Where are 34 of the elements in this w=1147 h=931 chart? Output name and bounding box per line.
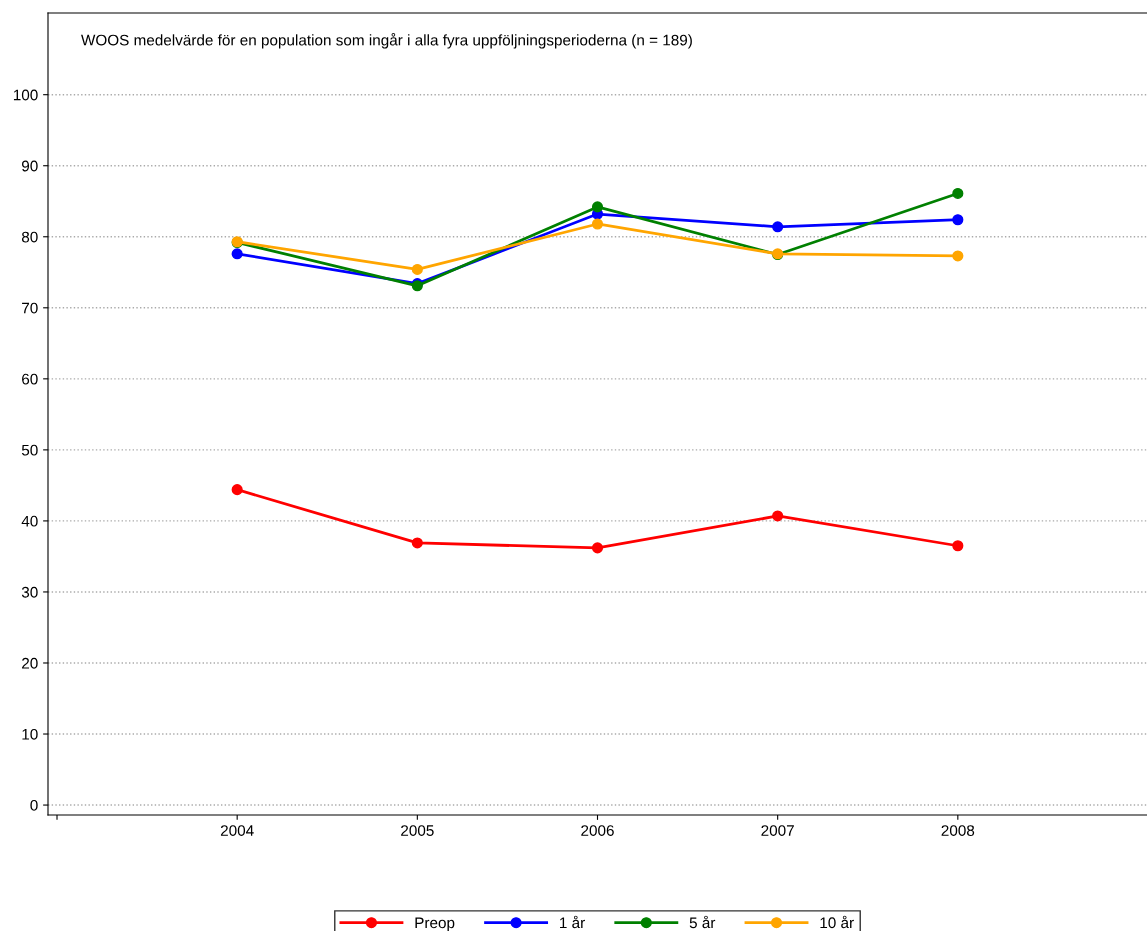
legend-label: Preop <box>415 917 455 931</box>
point <box>591 218 604 230</box>
point <box>591 201 604 213</box>
y-tick-label: 10 <box>22 728 38 740</box>
point <box>952 214 964 226</box>
legend-label: 10 år <box>820 915 854 929</box>
y-tick-label: 20 <box>22 657 38 669</box>
y-tick-label: 50 <box>21 444 38 456</box>
y-tick-label: 90 <box>22 160 38 172</box>
point <box>411 263 423 275</box>
x-tick-label: 2005 <box>401 825 434 836</box>
text: WOOS medelvärde för en population som ingår i alla fyra uppföljningsperioderna (n = 189) <box>81 33 692 49</box>
legend-label: 5 år <box>689 915 716 929</box>
point <box>952 187 964 199</box>
x-tick-label: 2006 <box>581 825 614 836</box>
y-tick-label: 40 <box>21 515 38 527</box>
legend-label: 1 år <box>560 915 585 929</box>
y-tick-label: 80 <box>21 231 38 243</box>
point <box>952 540 964 552</box>
y-tick-label: 0 <box>30 799 38 811</box>
point <box>591 542 604 554</box>
x-tick-label: 2004 <box>220 825 254 836</box>
point <box>952 250 964 262</box>
point <box>231 248 243 260</box>
y-tick-label: 70 <box>22 302 38 314</box>
point <box>231 484 243 496</box>
y-tick-label: 60 <box>22 373 38 385</box>
x-tick-label: 2008 <box>941 825 975 836</box>
point <box>411 537 423 549</box>
y-tick-label: 30 <box>21 586 38 598</box>
x-tick-label: 2007 <box>761 825 794 836</box>
point <box>772 221 784 233</box>
y-tick-label: 100 <box>13 89 38 101</box>
point <box>772 510 784 522</box>
